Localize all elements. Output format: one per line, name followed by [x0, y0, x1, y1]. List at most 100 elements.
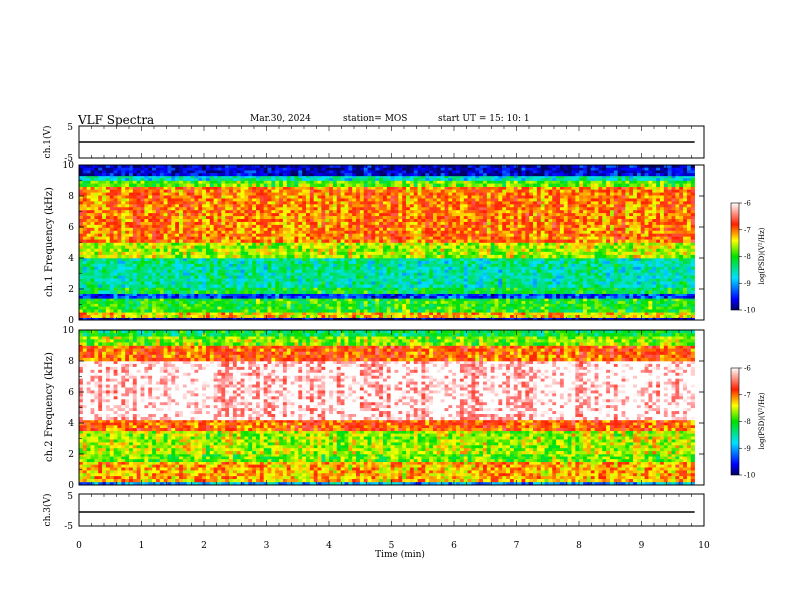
spectrogram-cell	[229, 258, 234, 262]
spectrogram-cell	[409, 242, 415, 246]
spectrogram-cell	[575, 269, 580, 274]
spectrogram-cell	[686, 295, 692, 299]
spectrogram-cell	[309, 275, 315, 279]
spectrogram-cell	[294, 287, 299, 291]
spectrogram-cell	[475, 298, 480, 302]
spectrogram-cell	[463, 287, 468, 291]
spectrogram-cell	[348, 251, 353, 256]
spectrogram-cell	[263, 293, 268, 297]
spectrogram-cell	[321, 287, 326, 291]
spectrogram-cell	[236, 281, 241, 285]
spectrogram-cell	[244, 284, 249, 288]
spectrogram-cell	[148, 306, 153, 310]
spectrogram-cell	[444, 312, 449, 316]
spectrogram-cell	[648, 312, 653, 316]
spectrogram-cell	[586, 309, 592, 313]
spectrogram-cell	[102, 284, 107, 288]
spectrogram-cell	[413, 303, 418, 307]
spectrogram-cell	[652, 293, 657, 297]
spectrogram-cell	[440, 258, 445, 262]
spectrogram-cell	[352, 287, 357, 291]
spectrogram-cell	[552, 306, 557, 310]
spectrogram-cell	[198, 207, 203, 211]
spectrogram-cell	[536, 260, 542, 265]
spectrogram-cell	[155, 272, 161, 276]
spectrogram-cell	[117, 275, 122, 279]
spectrogram-cell	[294, 290, 299, 294]
spectrogram-cell	[321, 301, 326, 305]
spectrogram-cell	[367, 248, 372, 253]
spectrogram-cell	[117, 293, 122, 297]
spectrogram-cell	[559, 263, 565, 268]
spectrogram-cell	[686, 254, 692, 259]
spectrogram-cell	[660, 278, 665, 282]
spectrogram-cell	[486, 245, 491, 249]
spectrogram-cell	[102, 254, 107, 259]
spectrogram-cell	[444, 251, 449, 256]
spectrogram-cell	[559, 266, 565, 271]
spectrogram-cell	[113, 195, 118, 199]
spectrogram-cell	[548, 248, 553, 253]
spectrogram-cell	[660, 263, 665, 268]
spectrogram-cell	[155, 317, 161, 321]
spectrogram-cell	[456, 242, 461, 246]
spectrogram-cell	[325, 314, 330, 318]
spectrogram-cell	[205, 195, 211, 199]
spectrogram-cell	[536, 263, 542, 268]
spectrogram-cell	[159, 258, 164, 262]
spectrogram-cell	[332, 278, 338, 282]
spectrogram-cell	[552, 251, 557, 256]
spectrogram-cell	[371, 290, 376, 294]
spectrogram-cell	[217, 281, 222, 285]
spectrogram-cell	[548, 263, 553, 268]
spectrogram-cell	[475, 284, 480, 288]
spectrogram-cell	[302, 272, 307, 276]
spectrogram-cell	[633, 295, 638, 299]
spectrogram-cell	[117, 309, 122, 313]
spectrogram-cell	[494, 317, 499, 321]
spectrogram-cell	[221, 287, 226, 291]
spectrogram-cell	[533, 269, 538, 274]
spectrogram-cell	[267, 272, 272, 276]
spectrogram-cell	[286, 287, 291, 291]
spectrogram-cell	[494, 312, 499, 316]
spectrogram-cell	[394, 290, 399, 294]
spectrogram-cell	[329, 287, 334, 291]
spectrogram-cell	[467, 298, 472, 302]
spectrogram-cell	[167, 227, 172, 232]
spectrogram-cell	[575, 275, 580, 279]
spectrogram-cell	[363, 260, 368, 265]
spectrogram-cell	[306, 245, 311, 249]
spectrogram-cell	[529, 258, 534, 262]
spectrogram-cell	[494, 272, 499, 276]
spectrogram-cell	[459, 251, 465, 256]
spectrogram-cell	[556, 258, 561, 262]
spectrogram-cell	[163, 195, 168, 199]
spectrogram-cell	[263, 314, 268, 318]
spectrogram-cell	[667, 301, 672, 305]
spectrogram-cell	[132, 239, 138, 243]
spectrogram-cell	[402, 303, 407, 307]
spectrogram-cell	[240, 306, 245, 310]
spectrogram-cell	[109, 189, 114, 193]
spectrogram-cell	[113, 248, 118, 253]
spectrogram-cell	[306, 258, 311, 262]
spectrogram-cell	[536, 309, 542, 313]
spectrogram-cell	[394, 254, 399, 259]
spectrogram-cell	[329, 272, 334, 276]
spectrogram-cell	[640, 301, 645, 305]
spectrogram-cell	[613, 293, 618, 297]
spectrogram-cell	[282, 266, 288, 271]
spectrogram-cell	[629, 303, 634, 307]
spectrogram-cell	[225, 242, 230, 246]
spectrogram-cell	[636, 248, 642, 253]
spectrogram-cell	[182, 236, 188, 240]
spectrogram-cell	[86, 210, 91, 214]
spectrogram-cell	[586, 266, 592, 271]
spectrogram-cell	[155, 230, 161, 234]
spectrogram-cell	[175, 210, 180, 214]
spectrogram-cell	[398, 251, 403, 256]
spectrogram-cell	[167, 239, 172, 243]
spectrogram-cell	[648, 298, 653, 302]
spectrogram-cell	[575, 254, 580, 259]
